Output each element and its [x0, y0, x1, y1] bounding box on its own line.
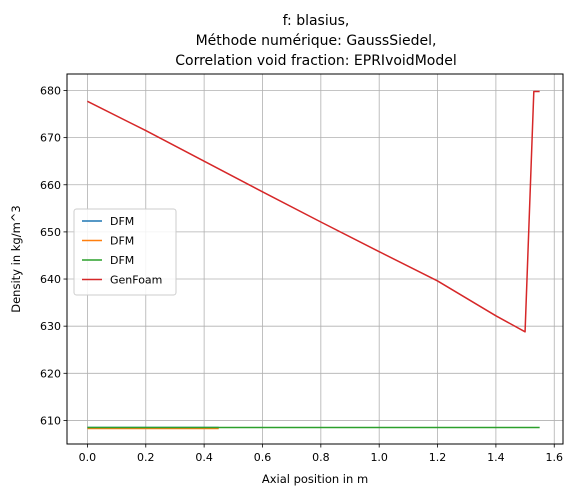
- legend: DFM DFM DFM GenFoam: [73, 208, 177, 296]
- x-tick-label: 1.2: [429, 451, 447, 464]
- y-tick-label: 660: [40, 179, 61, 192]
- y-axis: 610 620 630 640 650 660 670 680: [40, 84, 67, 427]
- x-tick-label: 0.8: [312, 451, 330, 464]
- x-tick-label: 0.2: [137, 451, 155, 464]
- x-tick-label: 1.0: [370, 451, 388, 464]
- x-tick-label: 1.4: [487, 451, 505, 464]
- x-axis: 0.0 0.2 0.4 0.6 0.8 1.0 1.2 1.4 1.6: [79, 444, 563, 464]
- y-tick-label: 610: [40, 414, 61, 427]
- series-line: [87, 90, 540, 333]
- plot-frame: [66, 73, 564, 445]
- y-tick-label: 670: [40, 132, 61, 145]
- chart-title: f: blasius, Méthode numérique: GaussSied…: [175, 13, 456, 69]
- x-tick-label: 0.0: [79, 451, 97, 464]
- y-tick-label: 680: [40, 84, 61, 97]
- legend-entry: DFM: [110, 235, 134, 248]
- y-tick-label: 640: [40, 273, 61, 286]
- legend-entry: DFM: [110, 254, 134, 267]
- title-line: f: blasius,: [283, 13, 350, 29]
- title-line: Méthode numérique: GaussSiedel,: [196, 33, 437, 49]
- plot-series: [87, 90, 540, 430]
- legend-box: [73, 208, 177, 296]
- legend-entry: DFM: [110, 215, 134, 228]
- x-tick-label: 0.6: [254, 451, 272, 464]
- y-tick-label: 630: [40, 320, 61, 333]
- y-axis-label: Density in kg/m^3: [9, 205, 23, 313]
- x-tick-label: 0.4: [195, 451, 213, 464]
- grid: [67, 74, 563, 444]
- x-tick-label: 1.6: [545, 451, 563, 464]
- y-tick-label: 650: [40, 226, 61, 239]
- x-axis-label: Axial position in m: [262, 472, 368, 486]
- title-line: Correlation void fraction: EPRIvoidModel: [175, 53, 456, 69]
- legend-entry: GenFoam: [110, 274, 162, 287]
- y-tick-label: 620: [40, 367, 61, 380]
